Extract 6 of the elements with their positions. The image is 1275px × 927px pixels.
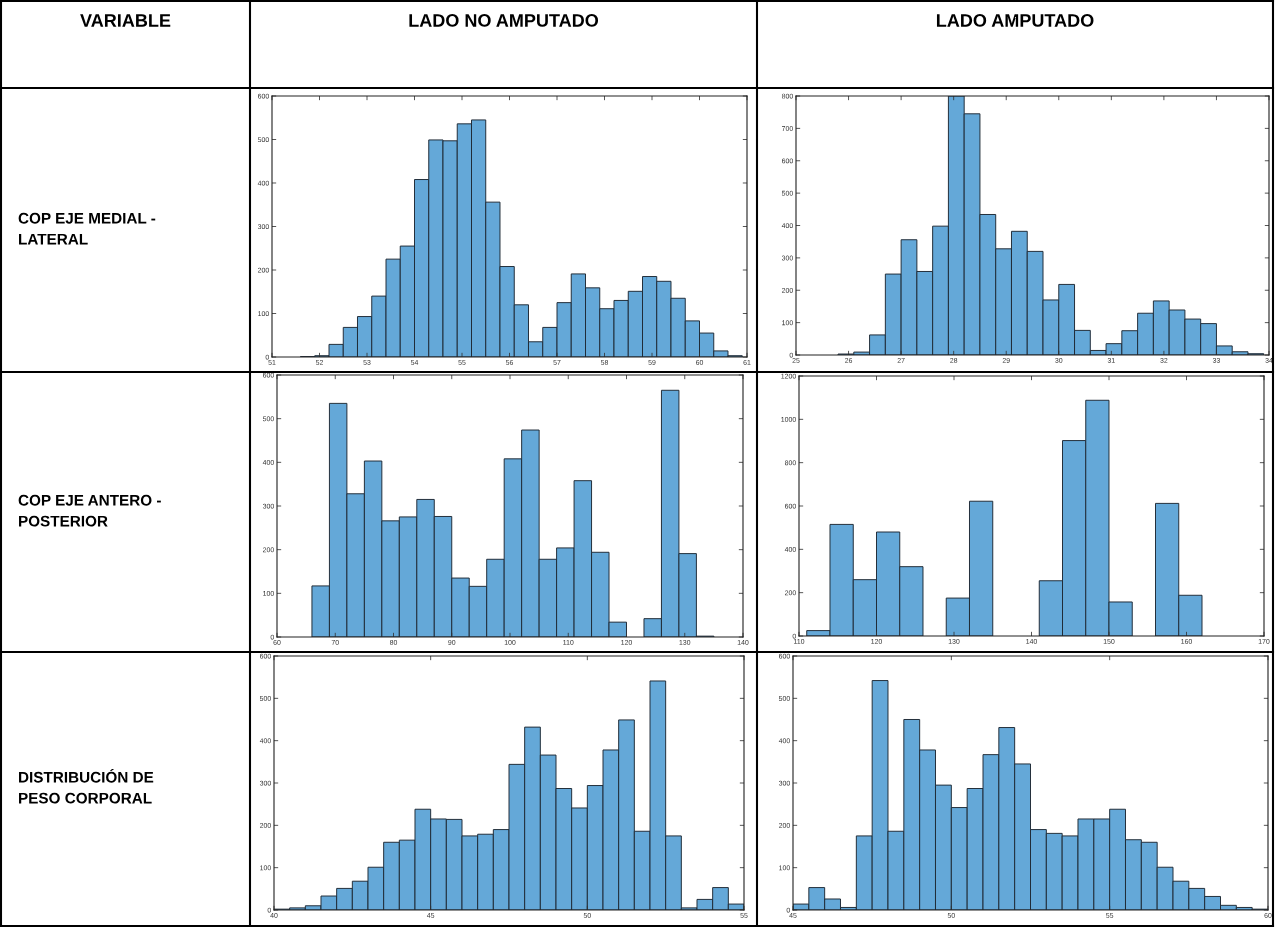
- text: VARIABLE: [80, 14, 171, 27]
- chart-title: LADO AMPUTADO: [936, 14, 1094, 27]
- text: DISTRIBUCIÓN DE PESO CORPORAL: [19, 768, 154, 804]
- text: COP EJE MEDIAL - LATERAL: [18, 212, 156, 245]
- text: COP EJE ANTERO - POSTERIOR: [18, 494, 161, 527]
- chart-title: LADO NO AMPUTADO: [409, 14, 599, 27]
